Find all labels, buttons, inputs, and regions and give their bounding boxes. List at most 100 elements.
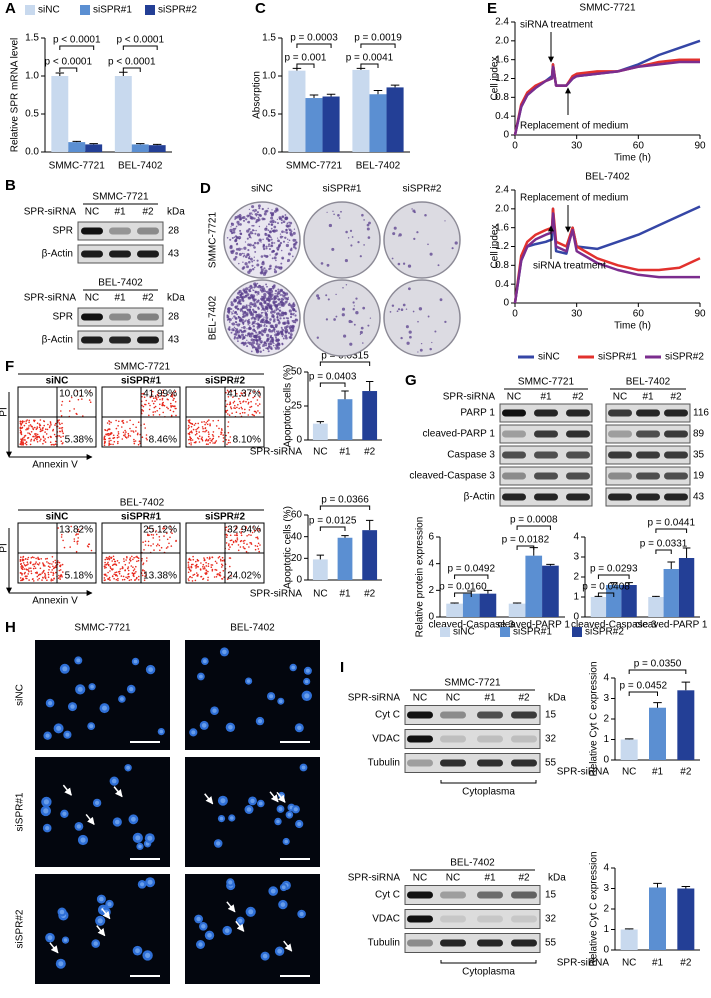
event-dot — [22, 439, 25, 441]
event-dot — [34, 419, 36, 422]
y-tick-label: 0.5 — [262, 109, 276, 120]
event-dot — [28, 421, 30, 424]
event-dot — [207, 579, 209, 581]
x-tick-label: #1 — [339, 447, 351, 458]
nucleus-core — [199, 674, 203, 679]
event-dot — [79, 395, 82, 398]
event-dot — [207, 570, 209, 573]
colony — [408, 330, 412, 334]
event-dot — [235, 541, 237, 543]
colony — [242, 219, 246, 222]
event-dot — [54, 424, 56, 426]
colony — [256, 211, 259, 214]
y-tick-label: 1.2 — [495, 73, 509, 84]
y-tick-label: 20 — [291, 553, 303, 564]
event-dot — [226, 389, 229, 392]
event-dot — [192, 428, 195, 431]
colony — [278, 309, 281, 312]
colony — [282, 294, 286, 298]
bar — [362, 391, 378, 440]
event-dot — [37, 558, 40, 561]
quadrant-percent: 41.99% — [143, 389, 177, 400]
colony — [249, 284, 253, 288]
blot-band — [477, 939, 503, 947]
event-dot — [106, 433, 109, 435]
event-dot — [152, 390, 154, 393]
event-dot — [136, 555, 138, 558]
colony — [362, 306, 366, 310]
event-dot — [196, 432, 198, 435]
colony — [269, 236, 271, 238]
event-dot — [205, 438, 208, 441]
quadrant-percent: 10.01% — [59, 389, 93, 400]
event-dot — [38, 423, 41, 425]
line-series — [513, 205, 701, 304]
event-dot — [35, 432, 37, 435]
event-dot — [21, 438, 23, 441]
event-dot — [231, 412, 233, 415]
colony — [274, 333, 278, 337]
event-dot — [146, 438, 148, 441]
event-dot — [22, 443, 25, 445]
event-dot — [44, 572, 46, 575]
colony — [268, 345, 271, 348]
culture-plate — [303, 279, 381, 357]
y-tick-label: 1 — [603, 924, 609, 935]
legend-label: siSPR#2 — [585, 627, 624, 638]
event-dot — [170, 395, 173, 398]
legend-label: siSPR#1 — [513, 627, 552, 638]
y-tick-label: 1.0 — [25, 71, 39, 82]
nucleus-core — [148, 667, 154, 672]
event-dot — [106, 575, 108, 577]
event-dot — [196, 427, 199, 430]
colony — [242, 288, 246, 292]
colony — [338, 217, 341, 219]
colony — [287, 252, 291, 256]
event-dot — [236, 539, 239, 541]
event-dot — [22, 441, 24, 443]
event-dot — [53, 433, 56, 436]
kda-value: 116 — [693, 408, 709, 419]
colony — [230, 331, 233, 334]
event-dot — [61, 576, 63, 578]
nucleus-core — [111, 778, 117, 784]
event-dot — [108, 420, 110, 422]
column-header: siSPR#2 — [205, 512, 245, 523]
colony — [269, 342, 273, 346]
colony — [235, 323, 238, 326]
colony — [246, 293, 250, 296]
colony — [275, 259, 277, 262]
event-dot — [109, 579, 111, 581]
colony — [239, 229, 242, 232]
event-dot — [259, 529, 261, 532]
colony — [325, 318, 329, 321]
kda-value: 19 — [693, 471, 705, 482]
blot-band — [566, 451, 590, 459]
x-tick-label: cleaved-Caspase 3 — [571, 620, 657, 631]
event-dot — [156, 398, 158, 401]
colony — [262, 287, 266, 290]
kda-value: 43 — [693, 492, 705, 503]
error-bar — [292, 67, 302, 71]
event-dot — [125, 431, 127, 433]
event-dot — [109, 567, 112, 569]
colony — [227, 327, 231, 331]
colony — [241, 267, 245, 270]
bar — [114, 76, 132, 152]
event-dot — [23, 424, 26, 427]
colony — [427, 315, 430, 318]
event-dot — [193, 424, 196, 426]
nucleus-core — [95, 800, 100, 806]
colony — [278, 320, 281, 323]
colony — [316, 336, 319, 339]
colony — [236, 215, 240, 219]
event-dot — [103, 444, 106, 447]
y-tick-label: 0 — [503, 298, 509, 309]
colony — [262, 245, 265, 248]
colony — [274, 289, 278, 293]
colony — [237, 307, 240, 310]
event-dot — [235, 525, 238, 527]
colony — [248, 310, 253, 314]
event-dot — [107, 561, 109, 564]
lane-label: #1 — [114, 207, 126, 218]
